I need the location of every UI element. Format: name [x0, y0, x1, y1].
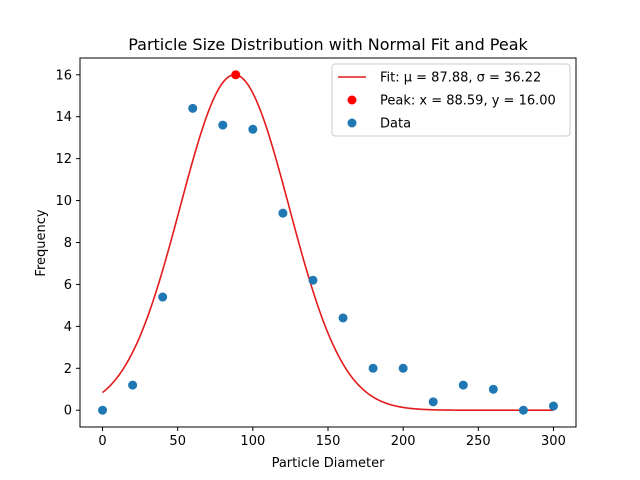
data-point [188, 103, 198, 113]
data-point [398, 363, 408, 373]
fit-curve-line [102, 73, 554, 412]
y-tick-label: 6 [64, 278, 72, 293]
y-tick-label: 16 [55, 68, 72, 83]
legend-peak-label: Peak: x = 88.59, y = 16.00 [380, 94, 556, 109]
x-tick-label: 0 [98, 434, 106, 449]
y-tick-label: 4 [64, 320, 72, 335]
data-point [158, 292, 168, 302]
x-tick-label: 300 [541, 434, 566, 449]
data-point [308, 275, 318, 285]
x-tick-label: 250 [466, 434, 491, 449]
peak-point [231, 70, 241, 80]
x-tick-label: 200 [391, 434, 416, 449]
x-tick-label: 50 [169, 434, 186, 449]
data-point [248, 124, 258, 134]
data-point [518, 405, 528, 415]
y-axis: 0 2 4 6 8 10 12 14 16 [55, 68, 80, 419]
y-tick-label: 14 [55, 110, 72, 125]
chart-title: Particle Size Distribution with Normal F… [128, 35, 528, 54]
data-point [218, 120, 228, 130]
y-tick-label: 10 [55, 194, 72, 209]
legend-peak-swatch [347, 95, 357, 105]
data-point [548, 401, 558, 411]
legend-box [331, 63, 571, 137]
data-point [98, 405, 108, 415]
y-tick-label: 8 [64, 236, 72, 251]
y-tick-label: 2 [64, 362, 72, 377]
data-point [338, 313, 348, 323]
data-point [128, 380, 138, 390]
data-point [488, 384, 498, 394]
legend-fit-label: Fit: μ = 87.88, σ = 36.22 [380, 71, 541, 86]
data-point [458, 380, 468, 390]
y-axis-label: Frequency [34, 209, 49, 276]
x-tick-label: 100 [240, 434, 265, 449]
x-axis: 0 50 100 150 200 250 300 [98, 427, 566, 449]
data-point [278, 208, 288, 218]
legend: Fit: μ = 87.88, σ = 36.22 Peak: x = 88.59… [331, 63, 571, 137]
legend-data-label: Data [380, 117, 411, 132]
data-point [428, 397, 438, 407]
legend-data-swatch [347, 118, 357, 128]
y-tick-label: 0 [64, 404, 72, 419]
data-point [368, 363, 378, 373]
x-tick-label: 150 [316, 434, 341, 449]
y-tick-label: 12 [55, 152, 72, 167]
x-axis-label: Particle Diameter [272, 456, 386, 471]
